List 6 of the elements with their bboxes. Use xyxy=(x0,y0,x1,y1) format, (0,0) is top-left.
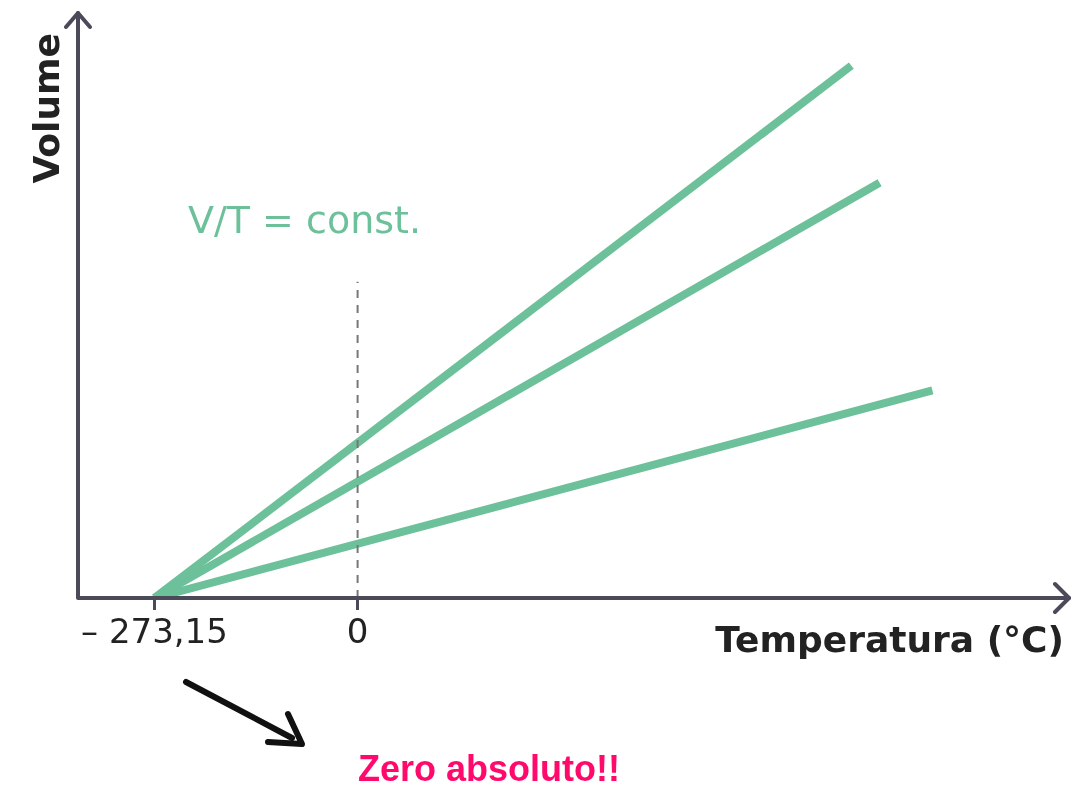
y-axis-title: Volume xyxy=(26,33,68,184)
x-tick-label: 0 xyxy=(346,611,369,652)
annotation: V/T = const. xyxy=(188,197,422,242)
x-tick-label: – 273,15 xyxy=(81,611,228,652)
x-axis-title: Temperatura (°C) xyxy=(715,618,1064,660)
text: Zero absoluto!! xyxy=(358,748,620,790)
